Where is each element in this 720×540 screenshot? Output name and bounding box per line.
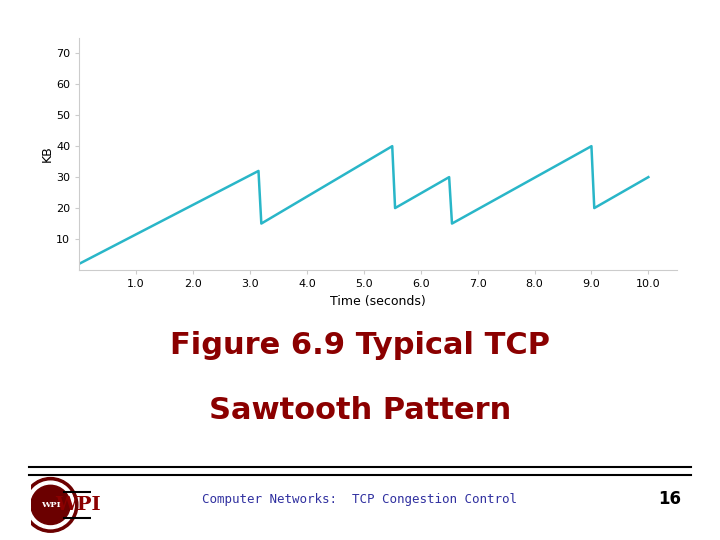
Y-axis label: KB: KB	[40, 145, 53, 163]
X-axis label: Time (seconds): Time (seconds)	[330, 295, 426, 308]
Circle shape	[23, 477, 78, 532]
Text: Sawtooth Pattern: Sawtooth Pattern	[209, 396, 511, 425]
Circle shape	[31, 485, 70, 524]
Text: WPI: WPI	[55, 496, 101, 514]
Text: WPI: WPI	[41, 501, 60, 509]
Text: Computer Networks:  TCP Congestion Control: Computer Networks: TCP Congestion Contro…	[202, 493, 518, 506]
Circle shape	[27, 481, 74, 529]
Text: 16: 16	[658, 490, 681, 509]
Text: Figure 6.9 Typical TCP: Figure 6.9 Typical TCP	[170, 331, 550, 360]
